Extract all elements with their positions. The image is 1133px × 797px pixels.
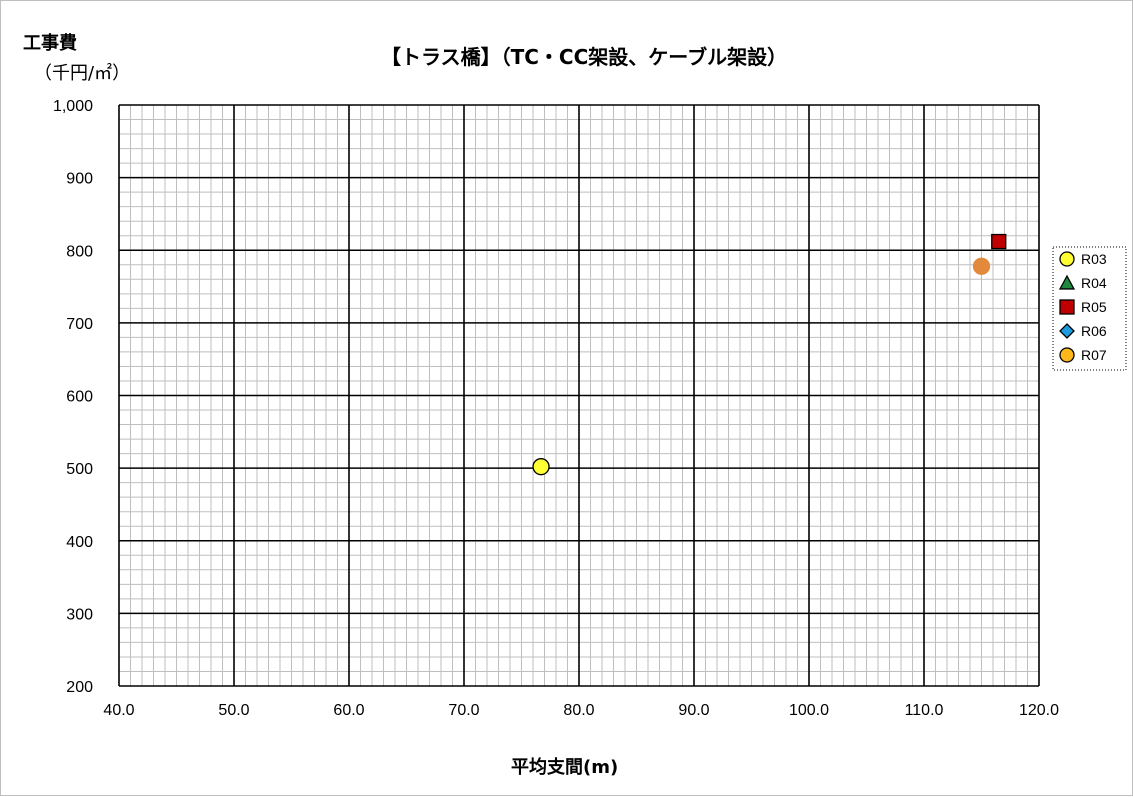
data-point-r05: [991, 233, 1007, 250]
data-point-r07: [972, 257, 991, 275]
y-tick-label: 800: [66, 243, 93, 260]
legend-marker-r05: [1059, 299, 1075, 315]
x-tick-label: 100.0: [789, 702, 829, 719]
legend-marker-r06: [1059, 323, 1075, 339]
y-axis-label-line1: 工事費: [23, 33, 77, 54]
y-tick-label: 600: [66, 389, 93, 406]
legend-marker-r04: [1058, 274, 1076, 290]
x-axis-label: 平均支間(m): [511, 757, 619, 778]
y-tick-label: 200: [66, 679, 93, 696]
x-tick-label: 50.0: [218, 702, 249, 719]
x-tick-label: 80.0: [563, 702, 594, 719]
legend-label-r04: R04: [1081, 275, 1107, 291]
y-tick-label: 300: [66, 606, 93, 623]
x-tick-label: 60.0: [333, 702, 364, 719]
x-tick-label: 110.0: [905, 702, 944, 719]
chart-title: 【トラス橋】（TC・CC架設、ケーブル架設）: [381, 45, 788, 69]
y-tick-label: 900: [66, 171, 93, 188]
x-tick-label: 40.0: [103, 702, 134, 719]
legend-label-r07: R07: [1081, 347, 1107, 363]
data-point-r03: [532, 458, 550, 476]
legend-label-r03: R03: [1081, 251, 1107, 267]
y-tick-label: 500: [66, 461, 93, 478]
legend-label-r06: R06: [1081, 323, 1107, 339]
x-tick-label: 90.0: [678, 702, 709, 719]
y-tick-label: 1,000: [53, 98, 93, 115]
legend-marker-r07: [1059, 347, 1075, 363]
y-axis-label-line2: （千円/㎡）: [34, 63, 131, 84]
legend-label-r05: R05: [1081, 299, 1107, 315]
legend-marker-r03: [1059, 251, 1075, 267]
x-tick-label: 70.0: [448, 702, 479, 719]
y-tick-label: 400: [66, 534, 93, 551]
x-tick-label: 120.0: [1019, 702, 1059, 719]
y-tick-label: 700: [66, 316, 93, 333]
